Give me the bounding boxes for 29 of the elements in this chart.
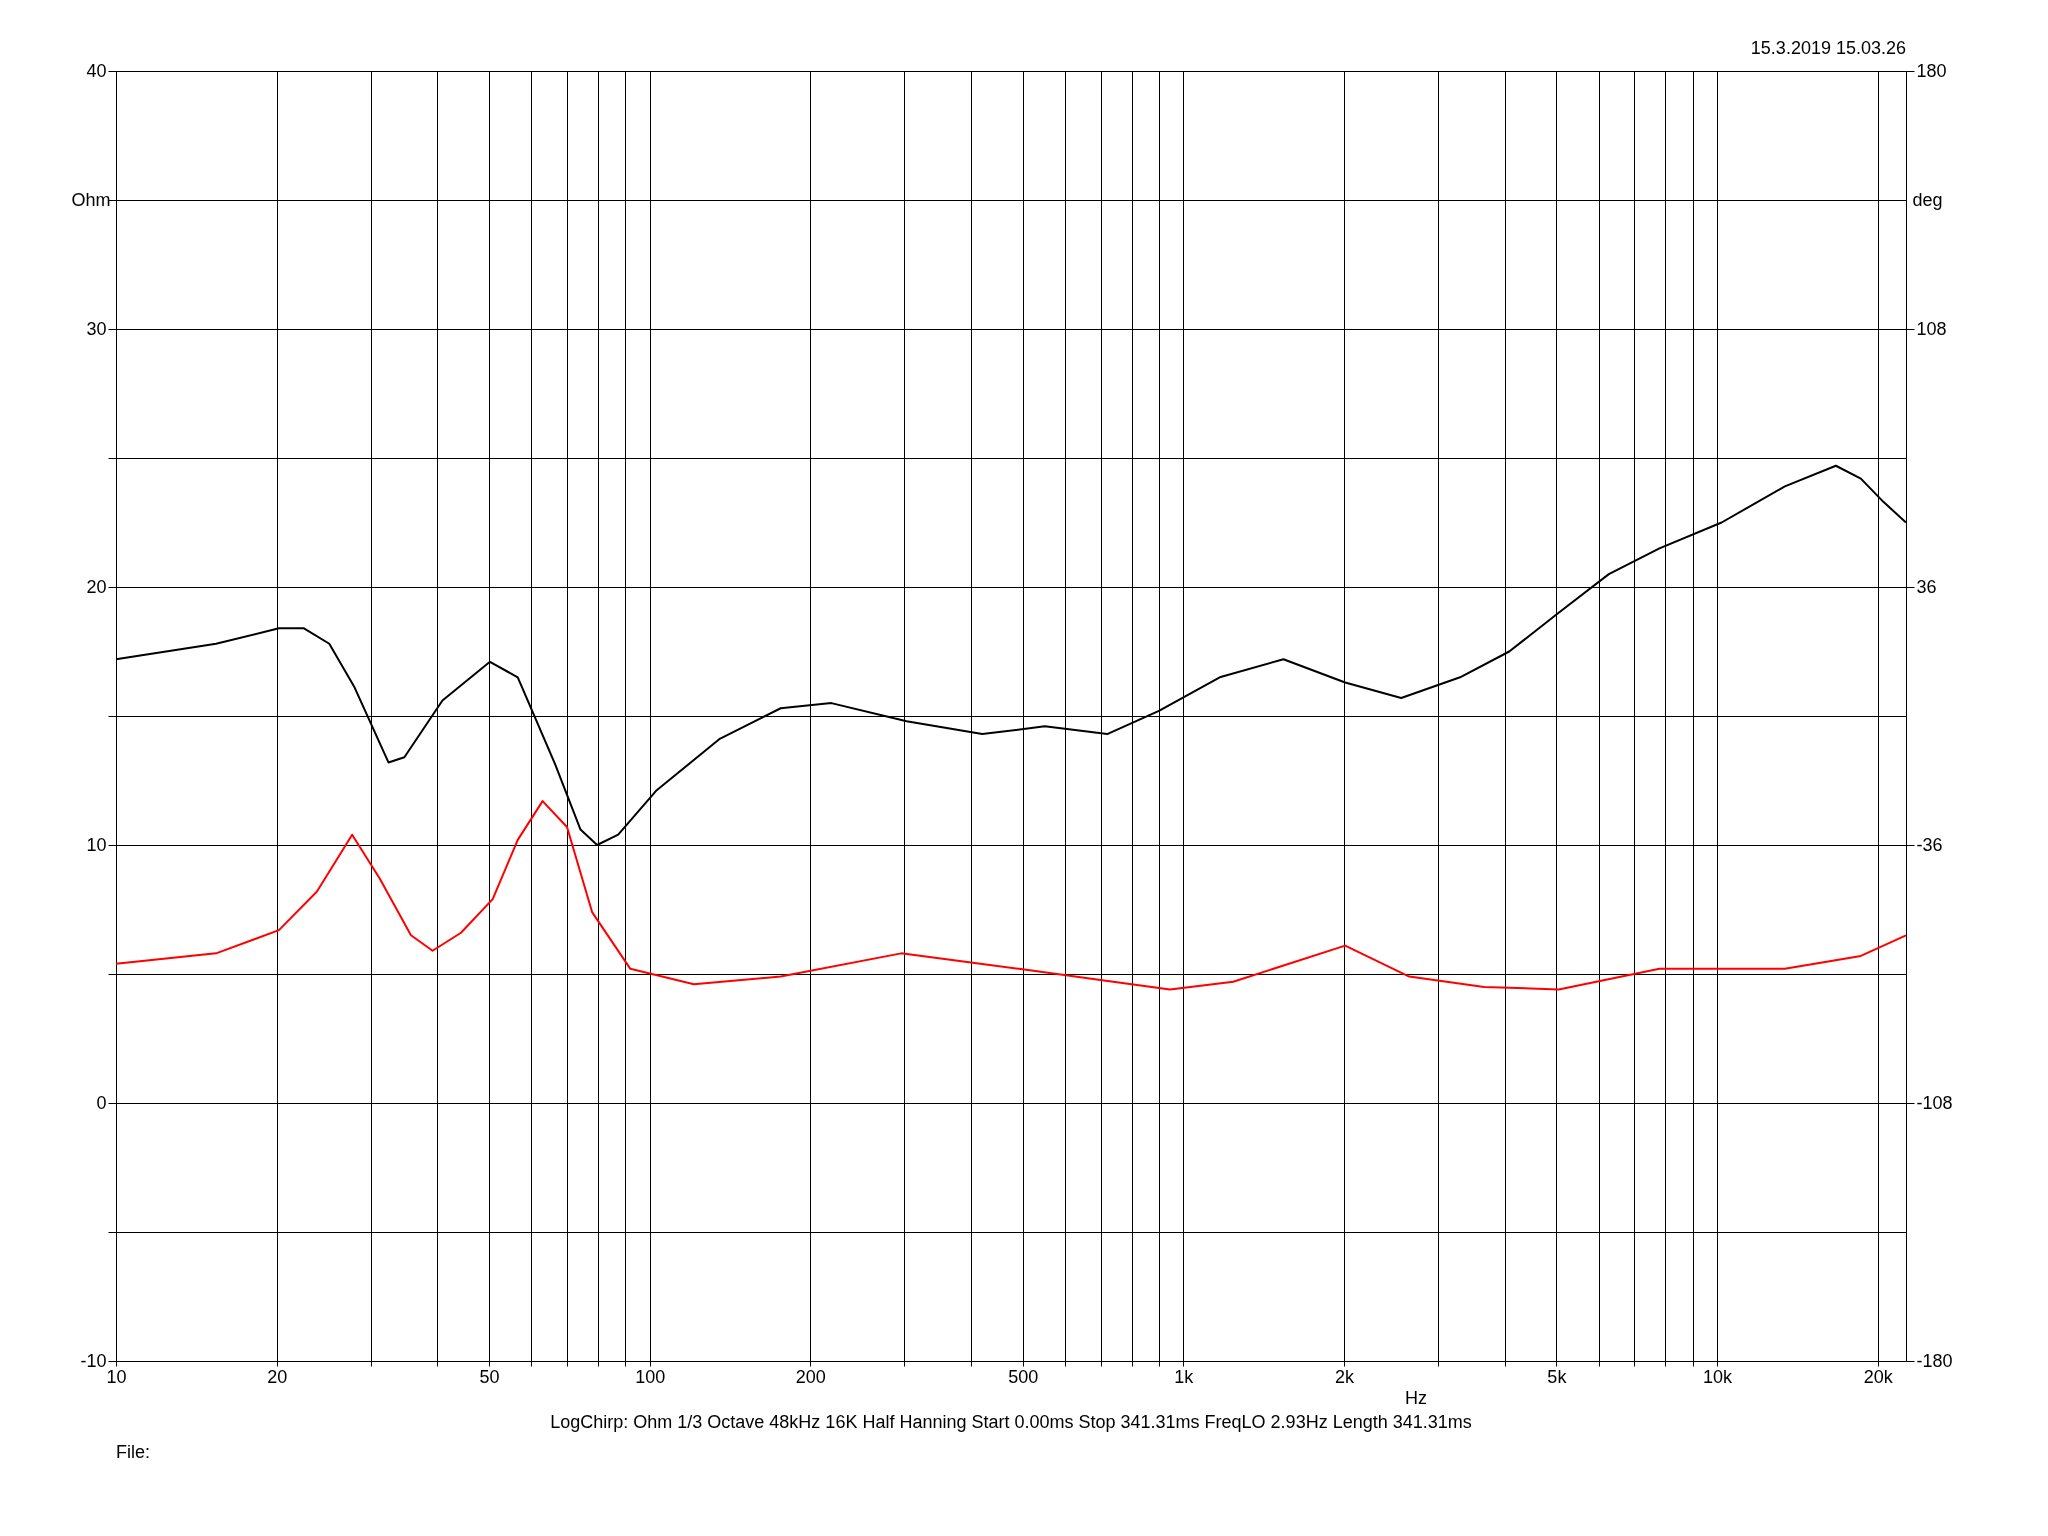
y-tick-label: 30 (86, 318, 107, 339)
x-tick-label: 20k (1863, 1366, 1894, 1387)
y2-tick-label: 180 (1916, 60, 1947, 81)
x-axis-title: Hz (1405, 1387, 1428, 1408)
text: LogChirp: Ohm 1/3 Octave 48kHz 16K Half Hanning Start 0.00ms Stop 341.31ms FreqLO 2.93Hz Length 341.31ms (550, 1412, 1472, 1432)
x-tick-label: 10 (106, 1366, 127, 1387)
y-tick-label: 20 (86, 576, 107, 597)
y2-axis-title: deg (1912, 189, 1943, 210)
x-tick-label: 50 (479, 1366, 500, 1387)
x-tick-label: 10k (1703, 1366, 1734, 1387)
x-tick-label: 500 (1008, 1366, 1039, 1387)
x-tick-label: 2k (1334, 1366, 1355, 1387)
y-tick-label: 40 (86, 60, 107, 81)
x-tick-label: 20 (267, 1366, 288, 1387)
y2-tick-label: 108 (1916, 318, 1947, 339)
text: File: (116, 1442, 151, 1462)
x-tick-label: 5k (1547, 1366, 1568, 1387)
y2-tick-label: -36 (1916, 834, 1943, 855)
x-tick-label: 100 (635, 1366, 666, 1387)
x-tick-label: 200 (795, 1366, 826, 1387)
y-tick-label: 10 (86, 834, 107, 855)
y-tick-label: -10 (80, 1350, 107, 1371)
x-tick-label: 1k (1174, 1366, 1195, 1387)
y-axis-title: Ohm (71, 189, 111, 210)
y2-tick-label: 36 (1916, 576, 1937, 597)
y2-tick-label: -108 (1916, 1092, 1953, 1113)
y2-tick-label: -180 (1916, 1350, 1953, 1371)
y-tick-label: 0 (96, 1092, 107, 1113)
text: 15.3.2019 15.03.26 (1750, 38, 1906, 58)
